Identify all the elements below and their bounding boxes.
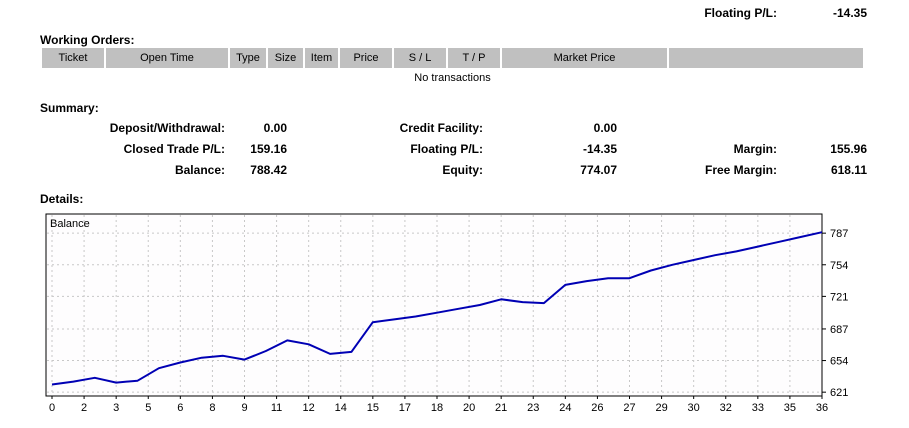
equity-value: 774.07 (580, 162, 617, 177)
col-item: Item (305, 48, 338, 68)
x-axis-label: 18 (431, 402, 443, 414)
col-price: Price (340, 48, 392, 68)
summary-table: Deposit/Withdrawal: 0.00 Credit Facility… (40, 117, 867, 180)
y-axis-label: 754 (830, 260, 848, 272)
col-ticket: Ticket (42, 48, 104, 68)
col-sl: S / L (394, 48, 446, 68)
summary-row: Balance: 788.42 Equity: 774.07 Free Marg… (40, 159, 867, 180)
x-axis-label: 23 (527, 402, 539, 414)
x-axis-label: 21 (495, 402, 507, 414)
x-axis-label: 30 (688, 402, 700, 414)
x-axis-label: 12 (303, 402, 315, 414)
balance-value: 788.42 (250, 162, 287, 177)
x-axis-label: 29 (655, 402, 667, 414)
x-axis-label: 17 (399, 402, 411, 414)
col-empty (669, 48, 863, 68)
y-axis-label: 787 (830, 228, 848, 240)
x-axis-label: 6 (177, 402, 183, 414)
x-axis-label: 27 (623, 402, 635, 414)
credit-facility-label: Credit Facility: (399, 120, 483, 135)
working-orders-header-row: Ticket Open Time Type Size Item Price S … (42, 48, 863, 68)
x-axis-label: 32 (720, 402, 732, 414)
closed-trade-pl-value: 159.16 (250, 141, 287, 156)
balance-chart: 0 2 3 5 6 8 9 11 12 14 15 17 18 20 21 23 24 26 27 29 30 32 33 3… (45, 213, 848, 414)
working-orders-title: Working Orders: (40, 33, 135, 47)
margin-value: 155.96 (830, 141, 867, 156)
no-transactions-message: No transactions (414, 72, 491, 84)
x-axis-label: 9 (241, 402, 247, 414)
x-axis-label: 36 (816, 402, 828, 414)
summary-row: Closed Trade P/L: 159.16 Floating P/L: -… (40, 138, 867, 159)
summary-empty-label (617, 117, 777, 138)
x-axis-label: 3 (113, 402, 119, 414)
col-type: Type (230, 48, 266, 68)
x-axis-label: 8 (209, 402, 215, 414)
deposit-withdrawal-value: 0.00 (263, 120, 287, 135)
details-title: Details: (40, 192, 84, 206)
top-floating-pl-row: Floating P/L: -14.35 (40, 6, 867, 20)
x-axis-label: 35 (784, 402, 796, 414)
floating-pl-sum-value: -14.35 (582, 141, 617, 156)
summary-empty-value (777, 117, 867, 138)
plot-border (45, 213, 823, 397)
x-axis-label: 14 (335, 402, 347, 414)
account-statement-page: { "header": { "floating_pl_label": "Floa… (0, 6, 909, 428)
x-axis-label: 33 (752, 402, 764, 414)
floating-pl-label: Floating P/L: (704, 6, 777, 20)
y-axis-label: 654 (830, 356, 848, 368)
free-margin-label: Free Margin: (704, 162, 777, 177)
col-tp: T / P (448, 48, 500, 68)
col-market-price: Market Price (502, 48, 667, 68)
x-axis-label: 26 (591, 402, 603, 414)
x-axis-label: 15 (367, 402, 379, 414)
x-axis-label: 5 (145, 402, 151, 414)
x-axis-label: 11 (271, 402, 282, 414)
balance-label: Balance: (174, 162, 225, 177)
margin-label: Margin: (733, 141, 777, 156)
x-axis-label: 24 (559, 402, 571, 414)
x-axis-label: 2 (81, 402, 87, 414)
col-size: Size (268, 48, 303, 68)
summary-title: Summary: (40, 101, 99, 115)
col-open-time: Open Time (106, 48, 228, 68)
chart-series-label: Balance (50, 218, 90, 230)
floating-pl-value: -14.35 (832, 6, 867, 20)
x-axis-label: 0 (49, 402, 55, 414)
free-margin-value: 618.11 (830, 162, 867, 177)
plot-background (46, 214, 822, 396)
credit-facility-value: 0.00 (593, 120, 617, 135)
working-orders-table: Ticket Open Time Type Size Item Price S … (40, 48, 865, 68)
deposit-withdrawal-label: Deposit/Withdrawal: (109, 120, 225, 135)
summary-row: Deposit/Withdrawal: 0.00 Credit Facility… (40, 117, 867, 138)
y-axis-label: 687 (830, 324, 848, 336)
y-axis-label: 721 (830, 291, 848, 303)
x-axis-label: 20 (463, 402, 475, 414)
y-axis-label: 621 (830, 387, 848, 399)
balance-line (51, 231, 823, 386)
floating-pl-sum-label: Floating P/L: (410, 141, 483, 156)
closed-trade-pl-label: Closed Trade P/L: (123, 141, 225, 156)
equity-label: Equity: (442, 162, 483, 177)
